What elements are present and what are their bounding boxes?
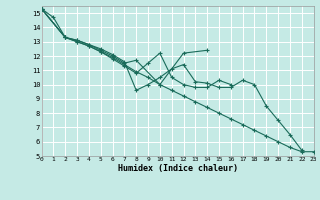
X-axis label: Humidex (Indice chaleur): Humidex (Indice chaleur) [118,164,237,173]
